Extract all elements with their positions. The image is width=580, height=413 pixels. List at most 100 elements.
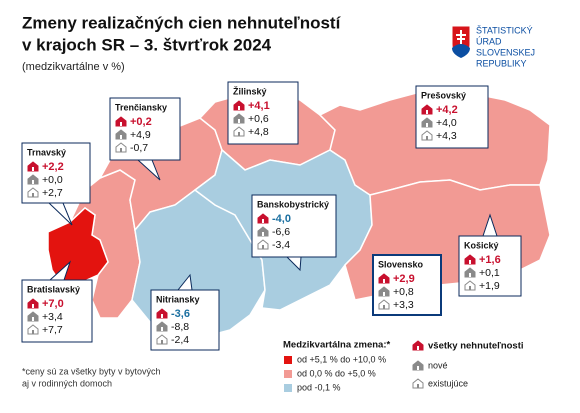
house-icon [257,239,269,250]
region-name: Prešovský [421,90,466,100]
house-icon [421,104,433,115]
value-new: +0,8 [393,286,414,298]
house-door [426,136,428,140]
house-icon [464,280,476,291]
house-door [32,317,34,321]
house-door [469,260,471,264]
house-door [32,193,34,197]
legend-label: všetky nehnuteľnosti [428,341,524,352]
value-existing: +3,3 [393,299,414,311]
house-door [262,219,264,223]
region-name: Trenčiansky [115,102,167,112]
house-icon [27,298,39,309]
value-new: +0,6 [248,113,269,125]
value-all: +2,9 [393,273,415,285]
legend-label: nové [428,360,448,370]
region-name: Bratislavský [27,284,80,294]
value-existing: +7,7 [42,324,63,336]
value-existing: +4,3 [436,130,457,142]
region-name: Slovensko [378,259,424,269]
house-icon [27,324,39,335]
value-existing: +4,8 [248,126,269,138]
region-bratislavsky [47,207,109,286]
value-all: +2,2 [42,161,64,173]
house-door [262,232,264,236]
house-icon [257,226,269,237]
house-icon [156,308,168,319]
house-icon [378,273,390,284]
house-door [161,340,163,344]
house-icon [464,254,476,265]
house-door [417,366,419,370]
house-door [120,122,122,126]
house-icon [27,311,39,322]
house-icon [378,286,390,297]
house-icon [412,378,424,389]
legend-icons [412,340,424,389]
region-name: Nitriansky [156,294,200,304]
value-all: +4,1 [248,100,270,112]
house-door [469,273,471,277]
house-icon [464,267,476,278]
house-icon [421,130,433,141]
logo-text: ŠTATISTICKÝ [476,25,533,35]
value-all: +0,2 [130,116,152,128]
value-new: +0,1 [479,267,500,279]
house-door [417,346,419,350]
house-door [238,132,240,136]
house-icon [233,126,245,137]
house-icon [156,321,168,332]
house-door [426,110,428,114]
region-name: Žilinský [233,85,267,96]
house-door [32,180,34,184]
value-existing: +2,7 [42,187,63,199]
legend-swatch [284,384,292,392]
value-new: +4,9 [130,129,151,141]
value-new: -8,8 [171,321,189,333]
value-all: +7,0 [42,298,64,310]
value-existing: -3,4 [272,239,290,251]
house-door [32,304,34,308]
value-all: +1,6 [479,254,501,266]
callouts: Trnavský+2,2+0,0+2,7Trenčiansky+0,2+4,9-… [21,81,522,351]
value-existing: -0,7 [130,142,148,154]
value-new: -6,6 [272,226,290,238]
house-door [383,279,385,283]
logo-text: REPUBLIKY [476,58,527,68]
house-door [238,119,240,123]
house-icon [27,187,39,198]
house-icon [115,116,127,127]
legend-title: Medzikvartálna zmena:* [283,340,390,351]
house-door [383,292,385,296]
subtitle: (medzikvartálne v %) [22,61,125,73]
house-door [161,314,163,318]
logo-text: SLOVENSKEJ [476,47,535,57]
house-door [120,148,122,152]
value-new: +4,0 [436,117,457,129]
value-new: +0,0 [42,174,63,186]
value-new: +3,4 [42,311,63,323]
title: v krajoch SR – 3. štvrťrok 2024 [22,35,272,54]
legend-label: pod -0,1 % [297,382,341,392]
house-icon [421,117,433,128]
title: Zmeny realizačných cien nehnuteľností [22,13,342,32]
house-door [469,286,471,290]
region-name: Trnavský [27,147,66,157]
region-name: Banskobystrický [257,199,329,209]
legend-swatch [284,356,292,364]
house-door [161,327,163,331]
house-door [383,305,385,309]
house-door [32,330,34,334]
footnote: aj v rodinných domoch [22,378,112,388]
house-icon [412,340,424,351]
value-all: -4,0 [272,213,291,225]
footnote: *ceny sú za všetky byty v bytových [22,366,161,376]
house-icon [412,360,424,371]
house-icon [27,174,39,185]
value-existing: -2,4 [171,334,189,346]
house-icon [378,299,390,310]
house-icon [233,100,245,111]
region-name: Košický [464,240,499,250]
value-all: -3,6 [171,308,190,320]
